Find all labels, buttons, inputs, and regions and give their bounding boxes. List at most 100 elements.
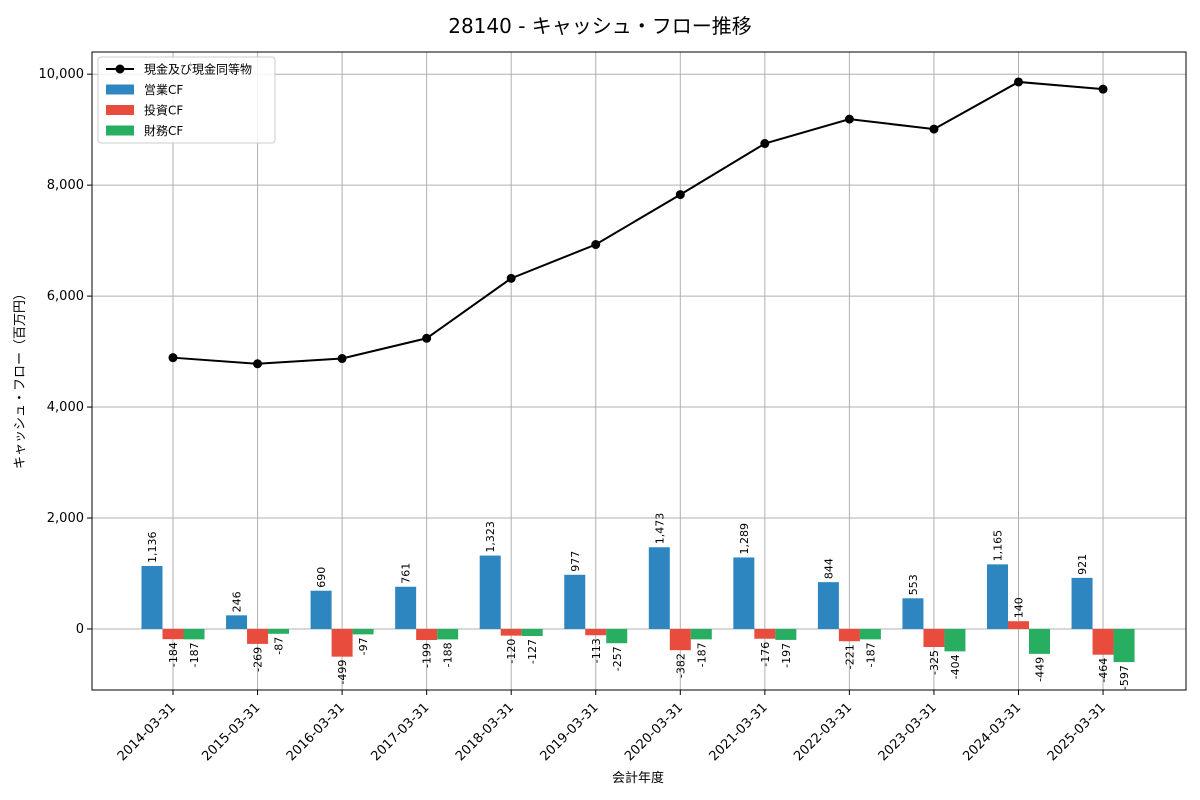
bar-investing xyxy=(247,628,269,644)
bar-investing xyxy=(669,628,691,651)
bar-value-label: -221 xyxy=(843,644,856,669)
y-tick-label: 4,000 xyxy=(47,400,84,415)
bar-operating xyxy=(564,574,586,629)
legend-bar-swatch xyxy=(106,105,134,115)
cash-line xyxy=(172,80,1104,365)
bar-financing xyxy=(183,628,205,640)
y-tick-label: 0 xyxy=(76,622,84,637)
bar-financing xyxy=(437,628,459,640)
bar-value-label: -127 xyxy=(526,639,539,664)
cash-point xyxy=(591,240,601,250)
x-tick-label: 2016-03-31 xyxy=(284,700,348,764)
bar-financing xyxy=(1113,628,1135,663)
bar-value-label: 553 xyxy=(907,574,920,595)
bar-investing xyxy=(585,628,607,636)
bar-operating xyxy=(733,557,755,629)
bar-value-label: -188 xyxy=(442,642,455,667)
bar-value-label: -187 xyxy=(188,642,201,667)
bar-value-label: 1,289 xyxy=(738,523,751,555)
bar-operating xyxy=(141,565,163,629)
cash-point xyxy=(506,273,516,283)
cash-point xyxy=(675,190,685,200)
bar-value-label: -199 xyxy=(421,643,434,668)
bar-value-label: 246 xyxy=(231,591,244,612)
x-tick-label: 2015-03-31 xyxy=(199,700,263,764)
cash-point xyxy=(422,333,432,343)
bar-value-label: -382 xyxy=(674,653,687,678)
bar-value-label: 1,136 xyxy=(146,531,159,563)
bar-financing xyxy=(352,628,374,635)
y-tick-label: 10,000 xyxy=(39,67,85,82)
bar-value-label: -597 xyxy=(1118,665,1131,690)
bar-investing xyxy=(500,628,522,636)
bar-value-label: 844 xyxy=(822,558,835,579)
legend-label: 財務CF xyxy=(144,123,183,138)
bar-value-label: 1,473 xyxy=(653,513,666,545)
cash-point xyxy=(337,354,347,364)
bar-financing xyxy=(859,628,881,640)
bar-value-label: -499 xyxy=(336,660,349,685)
bar-value-label: -187 xyxy=(695,642,708,667)
bar-financing xyxy=(606,628,628,644)
legend-bar-swatch xyxy=(106,125,134,136)
bar-value-labels: 1,136 246 690 761 1,323 977 1,473 1,289 844 553 1,… xyxy=(146,513,1131,690)
bar-value-label: 1,165 xyxy=(992,530,1005,562)
cash-point xyxy=(1014,77,1023,87)
legend-box xyxy=(97,56,276,144)
bar-value-label: -113 xyxy=(590,638,603,663)
x-tick-label: 2014-03-31 xyxy=(115,700,179,764)
bar-value-label: 690 xyxy=(315,567,328,588)
bar-investing xyxy=(416,628,438,641)
bars xyxy=(141,547,1135,663)
x-tick-label: 2020-03-31 xyxy=(622,700,686,764)
bar-operating xyxy=(395,586,417,629)
x-tick-label: 2019-03-31 xyxy=(538,700,602,764)
x-tick-label: 2023-03-31 xyxy=(876,700,940,764)
bar-value-label: 977 xyxy=(569,551,582,572)
cash-line-series xyxy=(168,77,1108,369)
bar-investing xyxy=(923,628,945,648)
x-tick-label: 2024-03-31 xyxy=(960,700,1024,764)
bar-operating xyxy=(817,582,839,629)
bar-investing xyxy=(162,628,184,640)
bar-value-label: -449 xyxy=(1034,657,1047,682)
legend-label: 投資CF xyxy=(144,103,183,118)
legend-label: 現金及び現金同等物 xyxy=(144,62,252,77)
x-tick-label: 2025-03-31 xyxy=(1045,700,1109,764)
bar-value-label: -464 xyxy=(1097,658,1110,683)
bar-financing xyxy=(268,628,290,634)
bar-value-label: 140 xyxy=(1013,597,1026,618)
bar-value-label: 921 xyxy=(1076,554,1089,575)
y-axis-title: キャッシュ・フロー（百万円） xyxy=(13,287,28,469)
legend-marker xyxy=(115,64,125,74)
bar-operating xyxy=(1071,577,1093,629)
bar-value-label: 1,323 xyxy=(484,521,497,553)
x-tick-label: 2017-03-31 xyxy=(368,700,432,764)
bar-operating xyxy=(310,590,332,629)
bar-value-label: -120 xyxy=(505,639,518,664)
chart-title: 28140 - キャッシュ・フロー推移 xyxy=(448,14,752,38)
bar-value-label: -97 xyxy=(357,637,370,655)
cash-point xyxy=(168,353,178,363)
y-axis-ticks: 0 2,000 4,000 6,000 8,000 10,000 xyxy=(39,67,92,637)
bar-value-label: -404 xyxy=(949,654,962,679)
bar-value-label: 761 xyxy=(400,563,413,584)
bar-value-label: -187 xyxy=(864,642,877,667)
bar-investing xyxy=(331,628,353,657)
bar-value-label: -184 xyxy=(167,642,180,667)
bar-operating xyxy=(902,598,924,629)
x-axis-ticks: 2014-03-31 2015-03-31 2016-03-31 2017-03-31… xyxy=(115,690,1109,764)
legend-bar-swatch xyxy=(106,84,134,95)
x-tick-label: 2021-03-31 xyxy=(707,700,771,764)
bar-investing xyxy=(838,628,860,642)
bar-financing xyxy=(775,628,797,640)
bar-financing xyxy=(521,628,543,637)
cash-point xyxy=(760,139,770,149)
bar-operating xyxy=(226,615,248,629)
cash-point xyxy=(929,124,939,134)
x-tick-label: 2022-03-31 xyxy=(791,700,855,764)
bar-financing xyxy=(690,628,712,640)
cash-point xyxy=(844,114,854,124)
